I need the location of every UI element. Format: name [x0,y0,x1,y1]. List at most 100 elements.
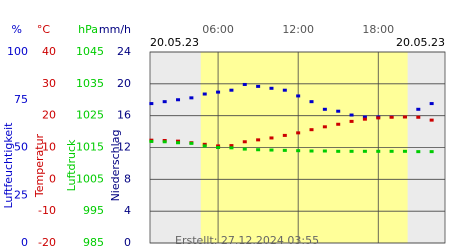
point [176,141,181,145]
point [189,141,194,145]
axis-title: Luftdruck [65,139,78,191]
y-tick-label: 1005 [76,172,104,185]
point [216,146,221,149]
point [362,117,367,121]
axis-unit: mm/h [99,23,131,36]
point [376,116,381,120]
point [149,139,154,143]
x-tick-label: 12:00 [282,23,314,36]
point [349,113,354,117]
point [322,149,327,153]
x-tick-label: 18:00 [362,23,394,36]
point [256,148,261,152]
point [256,84,261,88]
point [242,147,247,151]
plot-border [149,51,446,244]
point [242,82,247,86]
y-tick-label: 1045 [76,45,104,58]
point [229,88,234,92]
y-tick-label: 12 [117,141,131,154]
point [309,128,314,132]
point [402,149,407,153]
point [376,149,381,153]
point [269,148,274,152]
point [389,115,394,119]
y-tick-label: 75 [14,93,28,106]
point [336,109,341,113]
point [349,149,354,153]
date-left: 20.05.23 [150,36,199,49]
axis-unit: hPa [78,23,98,36]
y-tick-label: -20 [38,236,56,249]
point [149,102,154,106]
y-tick-label: 10 [42,141,56,154]
point [349,119,354,123]
point [389,149,394,153]
point [269,86,274,90]
point [429,102,434,106]
point [322,107,327,111]
point [282,88,287,92]
point [416,107,421,111]
y-tick-label: 100 [7,45,28,58]
point [229,146,234,150]
y-tick-label: 985 [83,236,104,249]
footer: Erstellt: 27.12.2024 03:55 [175,234,319,247]
point [202,144,207,148]
point [309,100,314,104]
y-tick-label: 20 [42,109,56,122]
point [429,150,434,154]
point [336,149,341,153]
x-tick-label: 06:00 [202,23,234,36]
point [282,133,287,137]
point [269,136,274,140]
point [202,142,207,146]
y-tick-label: 1025 [76,109,104,122]
point [242,140,247,144]
y-tick-label: 24 [117,45,131,58]
point [416,150,421,154]
y-tick-label: 0 [124,236,131,249]
point [202,92,207,96]
y-tick-label: 4 [124,204,131,217]
y-tick-label: -10 [38,204,56,217]
axis-title: Temperatur [33,133,46,198]
point [216,144,221,148]
point [322,125,327,129]
y-tick-label: 25 [14,188,28,201]
y-tick-label: 1015 [76,141,104,154]
point [189,96,194,100]
y-tick-label: 8 [124,172,131,185]
point [362,115,367,119]
point [176,139,181,143]
axis-title: Niederschlag [109,130,122,202]
y-tick-label: 0 [49,172,56,185]
point [216,90,221,94]
y-tick-label: 0 [21,236,28,249]
axis-title: Luftfeuchtigkeit [2,122,15,209]
axis-unit: °C [37,23,51,36]
y-tick-label: 20 [117,77,131,90]
point [362,149,367,153]
point [162,100,167,104]
y-tick-label: 995 [83,204,104,217]
date-right: 20.05.23 [396,36,445,49]
point [296,94,301,98]
point [296,131,301,135]
point [296,149,301,153]
y-tick-label: 50 [14,141,28,154]
point [416,115,421,119]
point [309,149,314,153]
y-tick-label: 16 [117,109,131,122]
point [402,115,407,119]
axis-unit: % [12,23,22,36]
point [429,118,434,122]
point [256,138,261,142]
point [282,148,287,152]
point [162,140,167,144]
y-tick-label: 40 [42,45,56,58]
point [229,144,234,148]
point [176,98,181,102]
y-tick-label: 30 [42,77,56,90]
